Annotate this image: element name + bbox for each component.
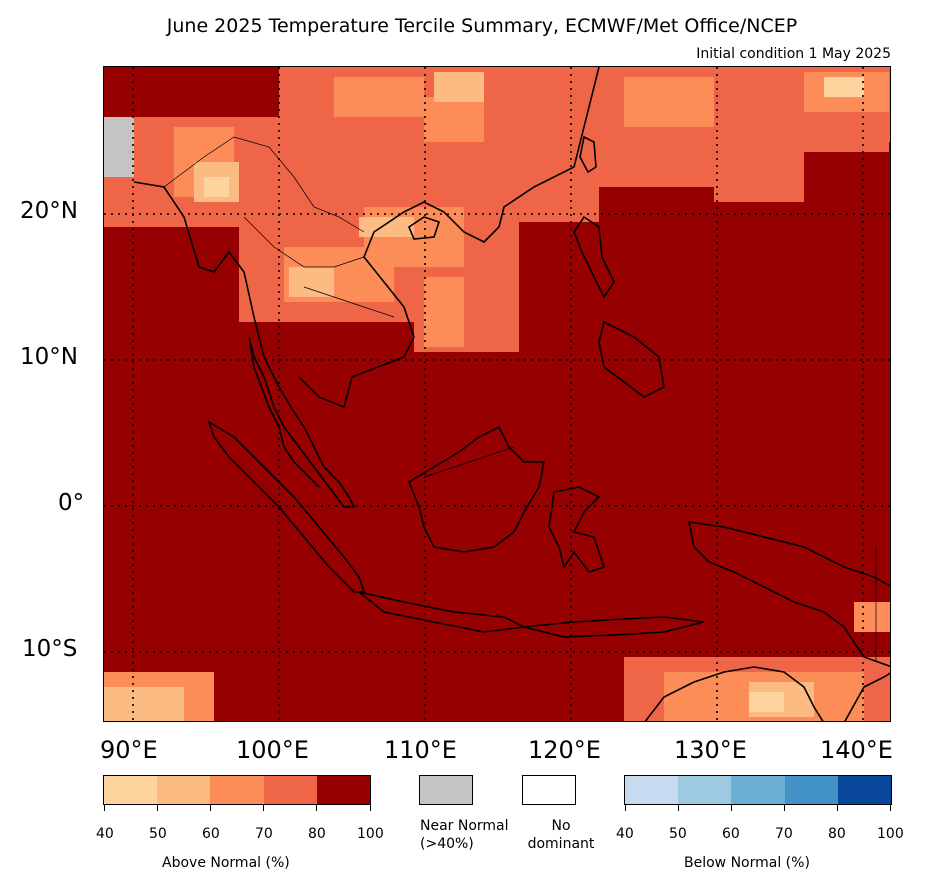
above-normal-swatch bbox=[104, 776, 158, 804]
no-dominant-label-line1: No bbox=[551, 818, 571, 834]
prob-cell bbox=[334, 77, 424, 117]
above-normal-swatch bbox=[157, 776, 211, 804]
an-tick-label: 100 bbox=[357, 826, 384, 842]
prob-cell bbox=[359, 217, 414, 237]
bn-tick-label: 70 bbox=[775, 826, 793, 842]
bn-tick-label: 40 bbox=[616, 826, 634, 842]
prob-cell bbox=[714, 142, 804, 202]
sumatra bbox=[207, 420, 366, 593]
tick-mark bbox=[837, 805, 838, 811]
an-tick-label: 70 bbox=[255, 826, 273, 842]
new-guinea bbox=[687, 521, 890, 668]
tick-mark bbox=[104, 805, 105, 811]
probability-cells bbox=[104, 67, 890, 721]
lon-label-90e: 90°E bbox=[100, 736, 158, 764]
lon-label-140e: 140°E bbox=[820, 736, 893, 764]
below-normal-colorbar bbox=[624, 775, 892, 805]
prob-cell bbox=[289, 267, 334, 297]
tick-mark bbox=[731, 805, 732, 811]
above-normal-title: Above Normal (%) bbox=[162, 855, 290, 871]
map-subtitle: Initial condition 1 May 2025 bbox=[696, 46, 891, 62]
above-normal-swatch bbox=[263, 776, 317, 804]
map-canvas bbox=[104, 67, 890, 721]
tick-mark bbox=[263, 805, 264, 811]
below-normal-swatch bbox=[784, 776, 838, 804]
mainland-coast bbox=[133, 181, 356, 508]
hainan bbox=[408, 216, 441, 240]
java bbox=[358, 591, 527, 633]
bn-tick-label: 80 bbox=[828, 826, 846, 842]
prob-cell bbox=[424, 277, 464, 347]
near-normal-label-line2: (>40%) bbox=[420, 836, 474, 852]
prob-cell bbox=[854, 602, 890, 632]
lat-label-10n: 10°N bbox=[20, 344, 78, 370]
below-normal-swatch bbox=[678, 776, 732, 804]
an-tick-label: 50 bbox=[149, 826, 167, 842]
prob-cell bbox=[104, 117, 134, 177]
lat-label-20n: 20°N bbox=[20, 198, 78, 224]
coastlines bbox=[133, 67, 890, 721]
no-dominant-label-line2: dominant bbox=[527, 836, 595, 852]
prob-cell bbox=[104, 687, 184, 721]
below-normal-swatch bbox=[837, 776, 892, 804]
prob-cell bbox=[624, 77, 714, 127]
border-line bbox=[423, 446, 515, 478]
indochina-coast bbox=[298, 67, 600, 409]
prob-cell bbox=[509, 142, 599, 222]
above-normal-swatch bbox=[210, 776, 264, 804]
tick-mark bbox=[678, 805, 679, 811]
philippines-luzon bbox=[573, 215, 615, 299]
map-title: June 2025 Temperature Tercile Summary, E… bbox=[166, 15, 798, 37]
lon-label-130e: 130°E bbox=[674, 736, 747, 764]
above-normal-colorbar bbox=[103, 775, 371, 805]
borneo bbox=[408, 425, 545, 553]
australia-north bbox=[644, 666, 824, 721]
near-normal-label: Near Normal (>40%) bbox=[420, 817, 509, 853]
border-line bbox=[243, 216, 365, 268]
lon-label-100e: 100°E bbox=[236, 736, 309, 764]
no-dominant-swatch bbox=[522, 775, 576, 805]
borders bbox=[163, 136, 877, 662]
prob-cell bbox=[749, 692, 784, 712]
taiwan bbox=[579, 135, 597, 174]
an-tick-label: 80 bbox=[308, 826, 326, 842]
prob-cell bbox=[824, 77, 864, 97]
tick-mark bbox=[625, 805, 626, 811]
bn-tick-label: 100 bbox=[877, 826, 904, 842]
below-normal-swatch bbox=[625, 776, 679, 804]
below-normal-title: Below Normal (%) bbox=[684, 855, 810, 871]
border-line bbox=[163, 136, 365, 233]
prob-cell bbox=[434, 72, 484, 102]
graticule bbox=[104, 67, 890, 721]
tick-mark bbox=[370, 805, 371, 811]
sulawesi bbox=[548, 486, 606, 573]
near-normal-swatch bbox=[419, 775, 473, 805]
australia-east bbox=[844, 672, 890, 721]
border-line bbox=[303, 286, 395, 318]
prob-cell bbox=[424, 97, 484, 142]
prob-cell bbox=[804, 127, 889, 152]
above-normal-swatch bbox=[316, 776, 371, 804]
below-normal-swatch bbox=[731, 776, 785, 804]
tick-mark bbox=[210, 805, 211, 811]
tercile-map bbox=[103, 66, 891, 722]
near-normal-label-line1: Near Normal bbox=[420, 818, 509, 834]
tick-mark bbox=[316, 805, 317, 811]
philippines-mindanao bbox=[598, 320, 665, 398]
tick-mark bbox=[784, 805, 785, 811]
bn-tick-label: 60 bbox=[722, 826, 740, 842]
bn-tick-label: 50 bbox=[669, 826, 687, 842]
prob-cell bbox=[599, 142, 714, 187]
an-tick-label: 40 bbox=[96, 826, 114, 842]
no-dominant-label: No dominant bbox=[519, 817, 603, 853]
lat-label-10s: 10°S bbox=[22, 636, 78, 662]
timor-lesser-sunda bbox=[523, 616, 705, 638]
lat-label-0: 0° bbox=[58, 490, 85, 516]
lon-label-120e: 120°E bbox=[528, 736, 601, 764]
an-tick-label: 60 bbox=[202, 826, 220, 842]
tick-mark bbox=[157, 805, 158, 811]
lon-label-110e: 110°E bbox=[384, 736, 457, 764]
tick-mark bbox=[890, 805, 891, 811]
prob-cell bbox=[204, 177, 229, 197]
